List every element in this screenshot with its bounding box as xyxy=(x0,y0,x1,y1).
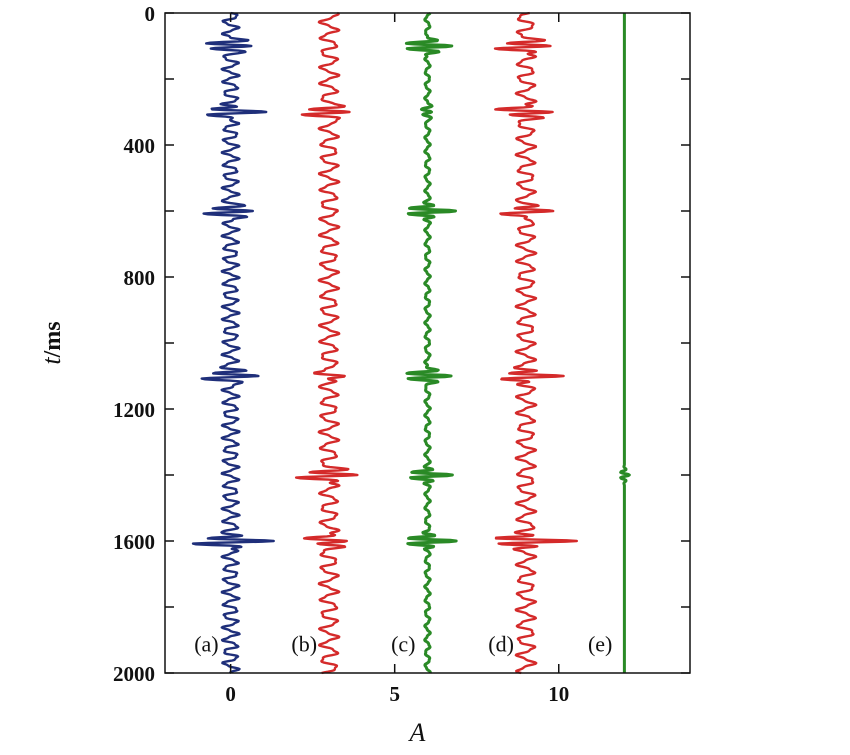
y-tick-label: 1200 xyxy=(113,398,155,422)
trace-line-c xyxy=(404,11,458,674)
y-axis-title: t/ms xyxy=(37,321,66,364)
trace-group xyxy=(191,11,631,675)
trace-line-d xyxy=(493,11,578,675)
panel-label-b: (b) xyxy=(291,632,317,657)
trace-line-a xyxy=(191,11,275,674)
y-tick-label: 1600 xyxy=(113,530,155,554)
y-axis-title-variable: t xyxy=(37,357,66,365)
x-tick-label: 0 xyxy=(225,682,236,706)
tick-group xyxy=(165,12,690,674)
y-tick-label: 2000 xyxy=(113,662,155,686)
panel-label-d: (d) xyxy=(488,632,514,657)
y-tick-label: 400 xyxy=(124,134,156,158)
panel-label-a: (a) xyxy=(194,632,218,657)
tick-label-group: 0 400 800 1200 1600 2000 0 5 10 xyxy=(113,2,569,706)
y-tick-label: 0 xyxy=(145,2,156,26)
trace-line-e xyxy=(619,12,631,674)
panel-label-group: (a) (b) (c) (d) (e) xyxy=(194,632,612,657)
x-axis-title: A xyxy=(408,718,426,747)
y-tick-label: 800 xyxy=(124,266,156,290)
x-tick-label: 10 xyxy=(548,682,569,706)
x-tick-label: 5 xyxy=(389,682,400,706)
panel-label-e: (e) xyxy=(588,632,612,657)
panel-label-c: (c) xyxy=(391,632,415,657)
y-axis-title-unit: /ms xyxy=(40,321,66,358)
trace-line-b xyxy=(294,11,359,675)
